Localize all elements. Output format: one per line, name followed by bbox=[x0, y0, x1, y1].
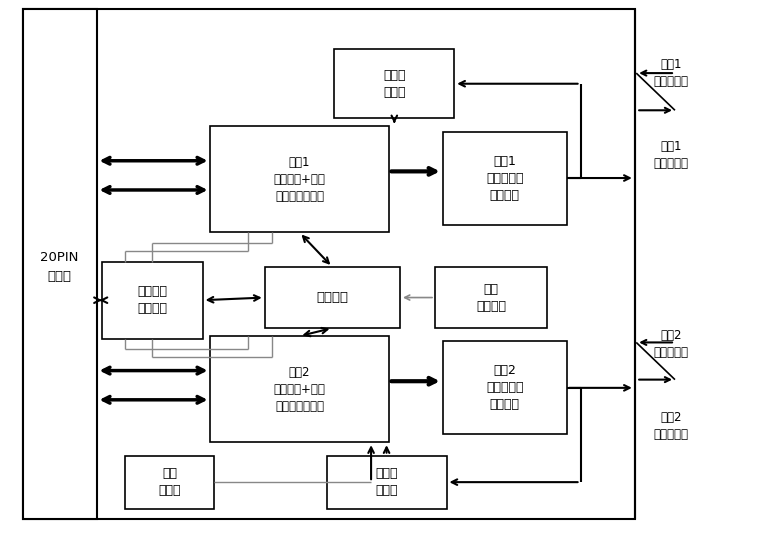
FancyBboxPatch shape bbox=[211, 336, 388, 442]
FancyBboxPatch shape bbox=[435, 267, 547, 328]
Text: 通道2
发送光信号: 通道2 发送光信号 bbox=[653, 411, 688, 442]
Text: 通道1
光收发模块
接口组件: 通道1 光收发模块 接口组件 bbox=[486, 154, 524, 201]
Text: 20PIN
电接口: 20PIN 电接口 bbox=[40, 251, 78, 283]
Text: 通道1
发送光信号: 通道1 发送光信号 bbox=[653, 140, 688, 170]
FancyBboxPatch shape bbox=[211, 126, 388, 232]
FancyBboxPatch shape bbox=[23, 10, 635, 520]
FancyBboxPatch shape bbox=[326, 456, 447, 509]
Text: 温度
采集电路: 温度 采集电路 bbox=[476, 282, 506, 312]
Text: 通道2
接收光信号: 通道2 接收光信号 bbox=[653, 329, 688, 359]
FancyBboxPatch shape bbox=[334, 49, 455, 118]
Text: 通道1
接收光信号: 通道1 接收光信号 bbox=[653, 58, 688, 88]
Text: 贝塞尔
滤波器: 贝塞尔 滤波器 bbox=[375, 467, 398, 497]
FancyBboxPatch shape bbox=[23, 10, 96, 520]
Text: 通道2
光收发模块
接口组件: 通道2 光收发模块 接口组件 bbox=[486, 364, 524, 411]
FancyBboxPatch shape bbox=[102, 262, 203, 339]
FancyBboxPatch shape bbox=[265, 267, 400, 328]
Text: 模块失效
判决单元: 模块失效 判决单元 bbox=[138, 285, 167, 315]
Text: 贝塞尔
滤波器: 贝塞尔 滤波器 bbox=[383, 69, 406, 99]
Text: 微控制器: 微控制器 bbox=[316, 291, 348, 304]
FancyBboxPatch shape bbox=[125, 456, 214, 509]
Text: 通道2
限幅放大+激光
器驱动集成芯片: 通道2 限幅放大+激光 器驱动集成芯片 bbox=[274, 366, 326, 413]
FancyBboxPatch shape bbox=[443, 341, 566, 434]
Text: 通道1
限幅放大+激光
器驱动集成芯片: 通道1 限幅放大+激光 器驱动集成芯片 bbox=[274, 156, 326, 203]
Text: 电源
缓启动: 电源 缓启动 bbox=[159, 467, 181, 497]
FancyBboxPatch shape bbox=[443, 131, 566, 224]
